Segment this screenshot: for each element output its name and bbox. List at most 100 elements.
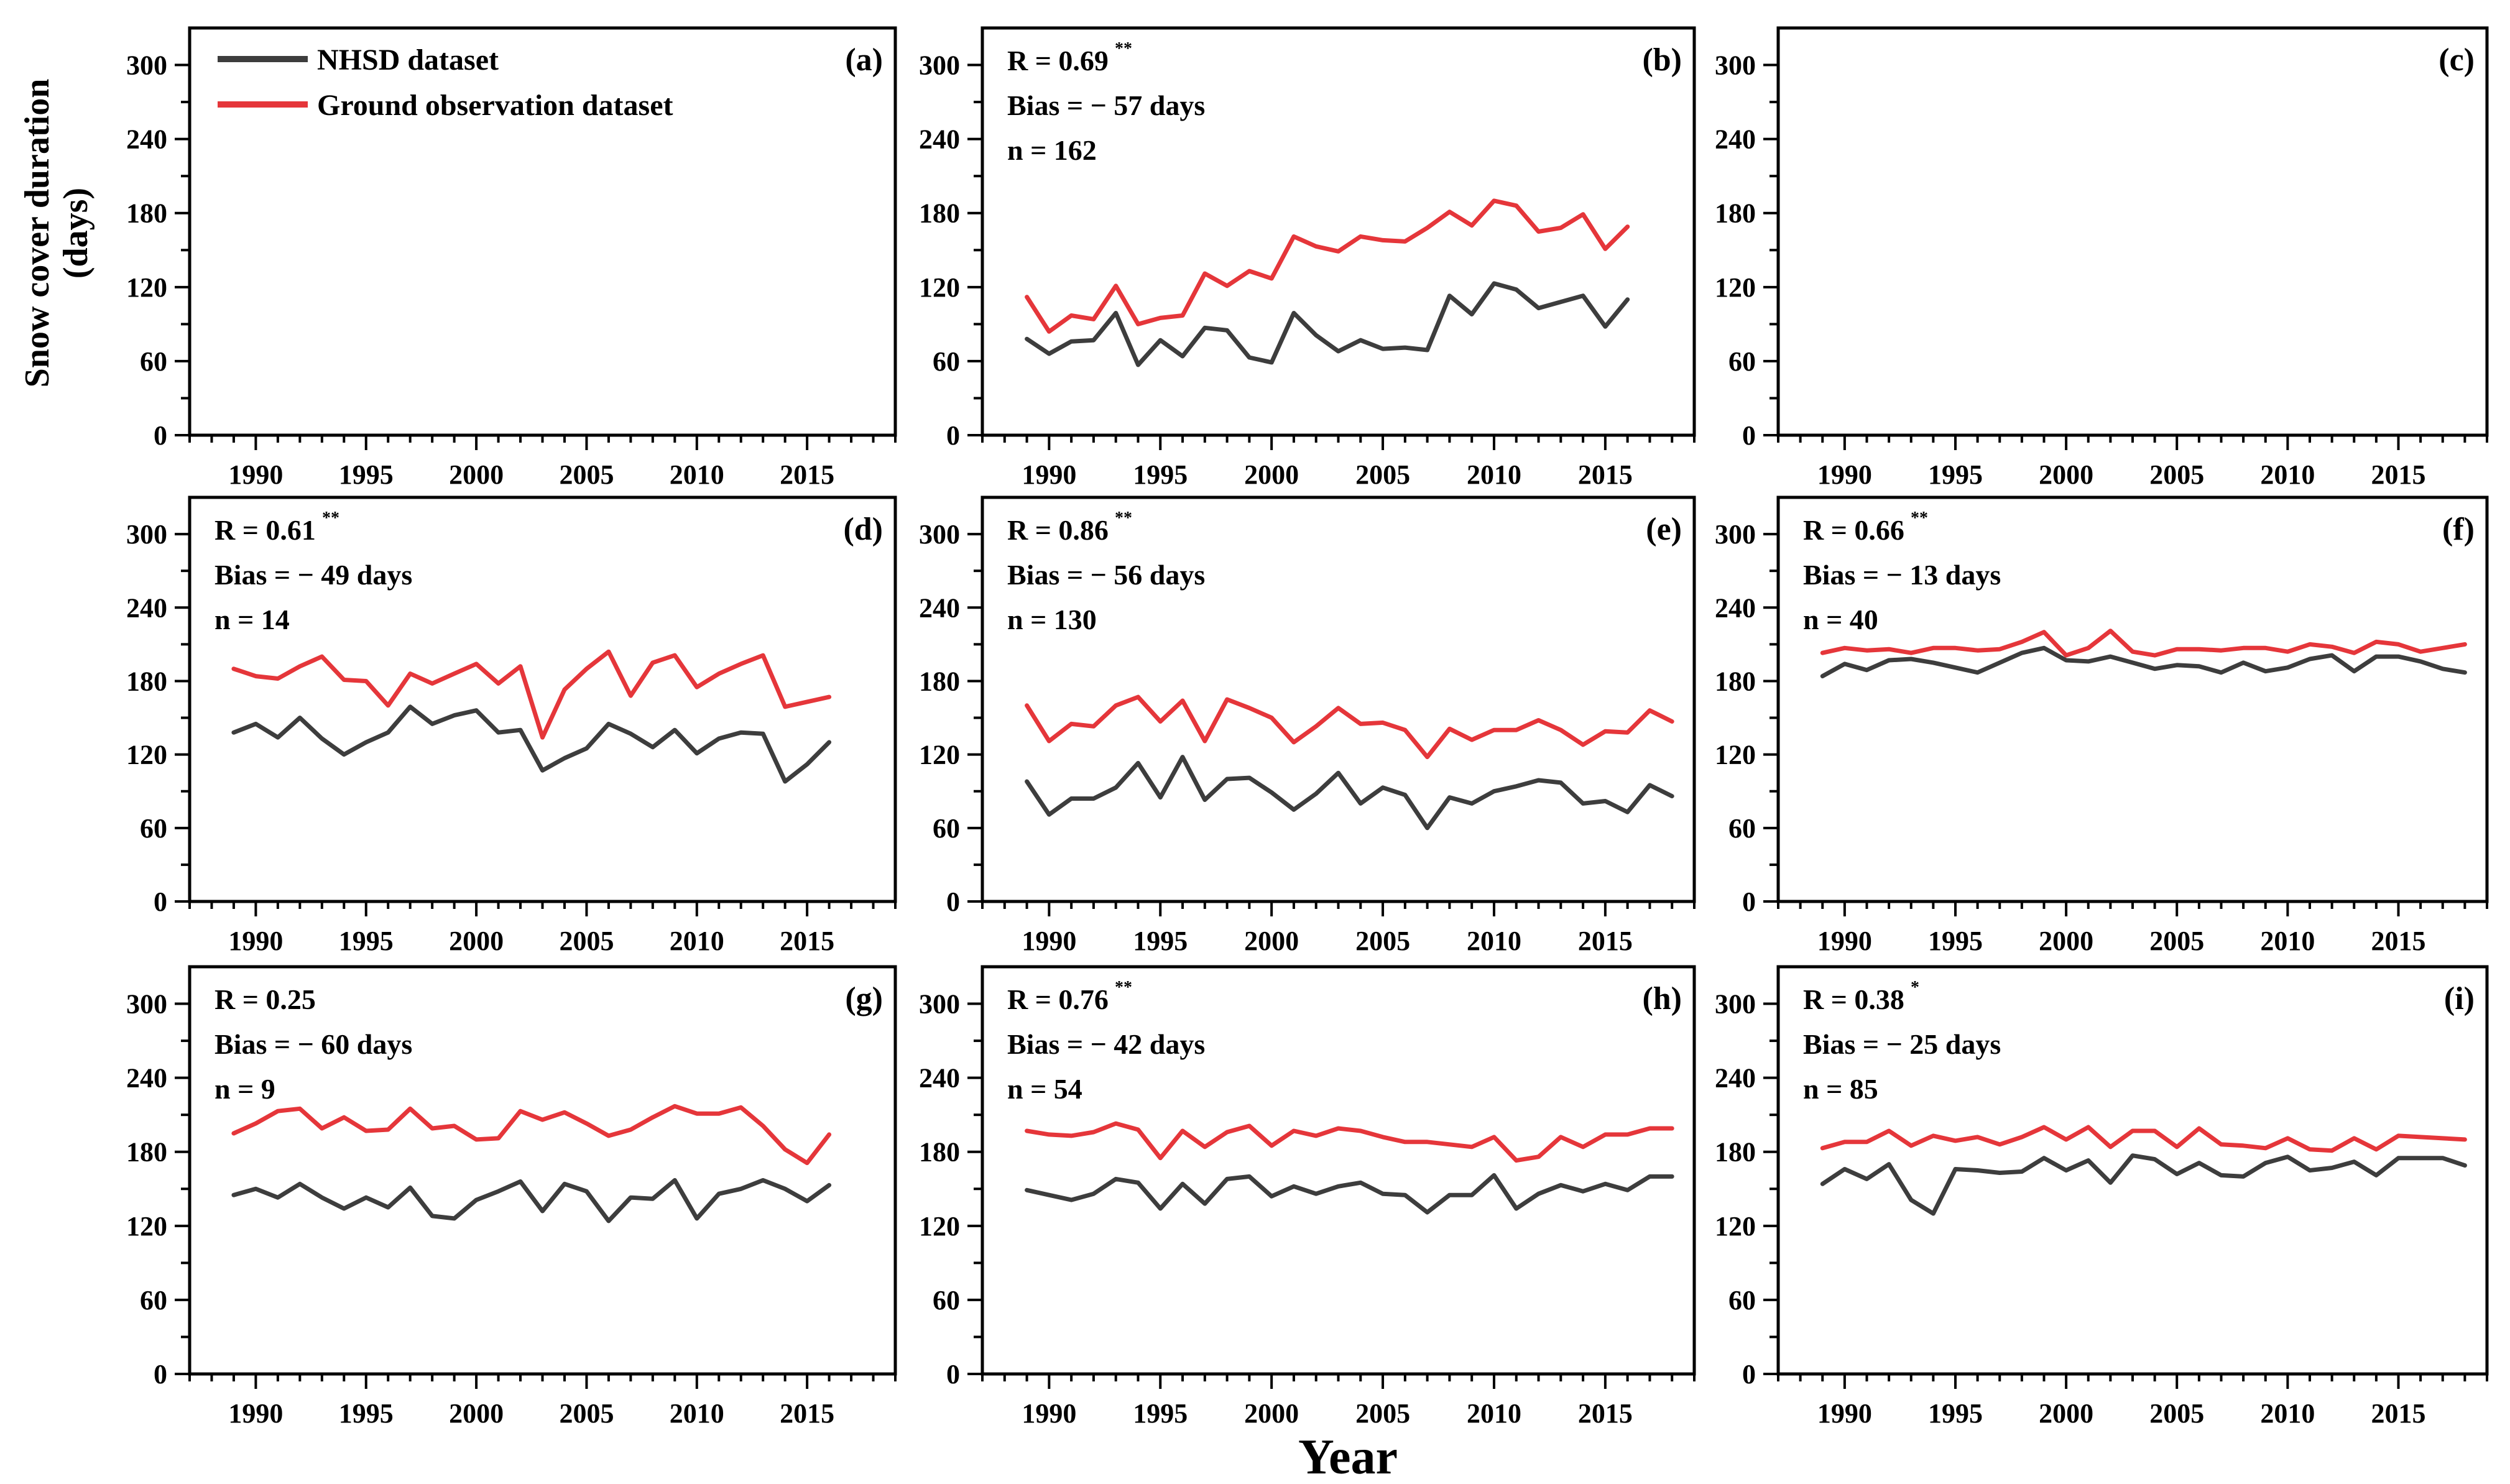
x-tick-label: 2000	[449, 926, 504, 956]
stat-bias: Bias = − 25 days	[1803, 1028, 2001, 1060]
y-tick-label: 240	[126, 1063, 167, 1094]
y-axis-title-line2: (days)	[57, 188, 95, 279]
y-tick-label: 0	[154, 420, 167, 451]
x-tick-label: 2000	[1244, 926, 1299, 956]
legend-label-ground: Ground observation dataset	[317, 89, 673, 122]
y-tick-label: 180	[1715, 198, 1756, 229]
x-tick-label: 1995	[339, 1398, 394, 1429]
stat-r: R = 0.66	[1803, 514, 1904, 546]
x-tick-label: 2010	[1467, 1398, 1521, 1429]
series-ground-line	[231, 649, 832, 740]
x-tick-label: 2005	[1355, 459, 1410, 490]
x-tick-label: 2015	[780, 459, 834, 490]
y-tick-label: 0	[154, 1359, 167, 1390]
y-tick-label: 0	[946, 887, 960, 917]
y-tick-label: 300	[919, 50, 960, 81]
stat-bias: Bias = − 13 days	[1803, 559, 2001, 591]
series-ground-line	[1025, 694, 1674, 760]
stat-significance: **	[322, 509, 339, 528]
x-tick-label: 2010	[670, 459, 724, 490]
stat-bias: Bias = − 56 days	[1007, 559, 1205, 591]
x-axis-title: Year	[1298, 1430, 1398, 1484]
x-tick-label: 2010	[1467, 926, 1521, 956]
stat-r: R = 0.76	[1007, 984, 1109, 1015]
series-nhsd-line	[1820, 1153, 2467, 1216]
panel-c: 0 60 120 180 240 300 1990 1995 2000 2005 2010 2015 (…	[1715, 26, 2489, 490]
y-tick-label: 300	[1715, 50, 1756, 81]
x-tick-label: 2015	[2371, 459, 2426, 490]
stat-r: R = 0.38	[1803, 984, 1904, 1015]
y-tick-label: 0	[154, 887, 167, 917]
x-tick-label: 2005	[559, 926, 614, 956]
x-tick-label: 2015	[1578, 459, 1633, 490]
y-tick-label: 240	[1715, 592, 1756, 623]
panel-label: (b)	[1642, 42, 1682, 78]
y-tick-label: 0	[1742, 1359, 1756, 1390]
panel-b: 0 60 120 180 240 300 1990 1995 2000 2005 2010 2015 (…	[919, 26, 1696, 490]
panel-f: 0 60 120 180 240 300 1990 1995 2000 2005 2010 2015 (…	[1715, 495, 2489, 956]
x-tick-label: 2010	[670, 926, 724, 956]
x-tick-label: 2005	[2149, 926, 2204, 956]
stat-r: R = 0.69	[1007, 45, 1109, 76]
y-tick-label: 120	[126, 272, 167, 303]
legend-label-nhsd: NHSD dataset	[317, 44, 499, 76]
stat-r: R = 0.86	[1007, 514, 1109, 546]
plot-frame	[980, 965, 1696, 1376]
x-tick-label: 1995	[339, 926, 394, 956]
y-tick-label: 0	[946, 1359, 960, 1390]
x-tick-label: 2015	[780, 926, 834, 956]
y-tick-label: 240	[1715, 124, 1756, 155]
x-tick-label: 2000	[449, 1398, 504, 1429]
stat-bias: Bias = − 42 days	[1007, 1028, 1205, 1060]
plot-frame	[980, 495, 1696, 903]
y-tick-label: 180	[1715, 666, 1756, 696]
y-tick-label: 120	[1715, 272, 1756, 303]
y-tick-label: 240	[126, 124, 167, 155]
y-tick-label: 60	[933, 1285, 960, 1316]
x-tick-label: 1995	[1928, 1398, 1983, 1429]
plot-frame	[188, 965, 897, 1376]
y-tick-label: 240	[919, 592, 960, 623]
x-tick-label: 1995	[1133, 1398, 1188, 1429]
x-tick-label: 1995	[1133, 459, 1188, 490]
stat-bias: Bias = − 57 days	[1007, 90, 1205, 121]
x-tick-label: 1990	[1817, 926, 1872, 956]
x-tick-label: 2000	[2039, 459, 2093, 490]
y-tick-label: 300	[919, 519, 960, 550]
y-tick-label: 0	[946, 420, 960, 451]
y-tick-label: 60	[933, 346, 960, 377]
panel-label: (a)	[845, 42, 883, 78]
x-tick-label: 2010	[670, 1398, 724, 1429]
y-tick-label: 120	[919, 740, 960, 770]
stat-n: n = 130	[1007, 604, 1097, 635]
series-nhsd-line	[1025, 755, 1674, 831]
x-tick-label: 2010	[1467, 459, 1521, 490]
stat-significance: **	[1911, 509, 1928, 528]
plot-frame	[188, 26, 897, 437]
panel-label: (g)	[845, 981, 883, 1016]
y-tick-label: 240	[919, 1063, 960, 1094]
y-tick-label: 300	[919, 989, 960, 1020]
panel-d: 0 60 120 180 240 300 1990 1995 2000 2005 2010 2015 (…	[126, 495, 897, 956]
stat-significance: **	[1115, 509, 1132, 528]
x-tick-label: 1990	[228, 926, 283, 956]
x-tick-label: 2005	[2149, 1398, 2204, 1429]
x-tick-label: 2015	[1578, 1398, 1633, 1429]
x-tick-label: 1990	[228, 1398, 283, 1429]
x-tick-label: 2015	[780, 1398, 834, 1429]
x-tick-label: 1995	[1133, 926, 1188, 956]
x-tick-label: 2000	[2039, 1398, 2093, 1429]
panel-label: (c)	[2438, 42, 2475, 78]
y-tick-label: 60	[140, 1285, 167, 1316]
y-tick-label: 240	[919, 124, 960, 155]
stat-n: n = 85	[1803, 1073, 1878, 1105]
y-tick-label: 180	[919, 198, 960, 229]
x-tick-label: 2005	[1355, 926, 1410, 956]
panel-i: 0 60 120 180 240 300 1990 1995 2000 2005 2010 2015 (…	[1715, 965, 2489, 1429]
panel-label: (f)	[2442, 512, 2475, 547]
series-nhsd-line	[1025, 281, 1630, 367]
y-tick-label: 300	[1715, 989, 1756, 1020]
plot-frame	[1776, 26, 2489, 437]
series-ground-line	[1820, 629, 2467, 658]
